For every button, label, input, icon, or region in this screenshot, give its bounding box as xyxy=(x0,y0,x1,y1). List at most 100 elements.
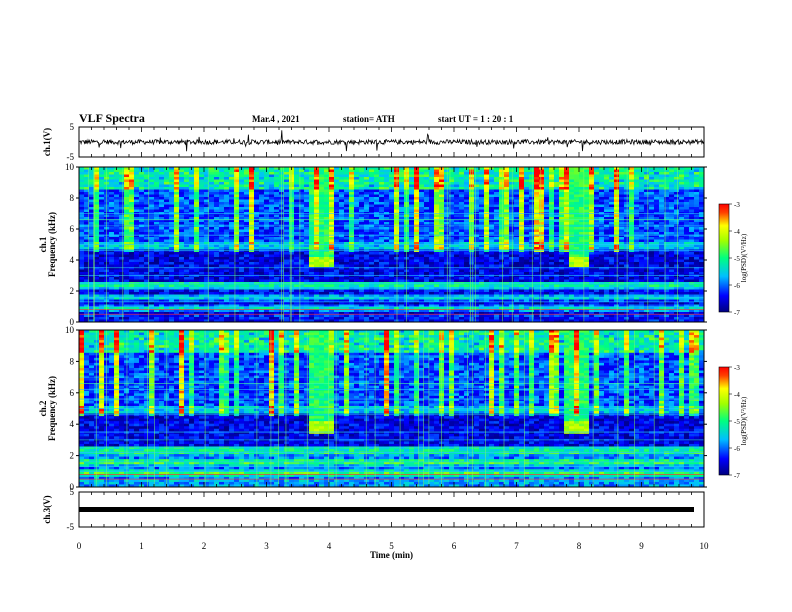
spectrogram-cell xyxy=(619,257,625,260)
spectrogram-cell xyxy=(419,192,425,195)
spectrogram-cell xyxy=(489,169,495,173)
spectrogram-cell xyxy=(414,222,420,225)
spectrogram-cell xyxy=(514,229,520,233)
spectrogram-cell xyxy=(644,232,650,235)
spectrogram-cell xyxy=(559,202,565,205)
spectrogram-cell xyxy=(654,257,660,260)
spectrogram-cell xyxy=(659,232,665,235)
spectrogram-cell xyxy=(114,237,120,240)
spectrogram-cell xyxy=(224,174,230,178)
spectrogram-cell xyxy=(639,179,645,183)
spectrogram-cell xyxy=(389,207,395,210)
spectrogram-cell xyxy=(364,242,370,245)
spectrogram-cell xyxy=(634,229,640,233)
spectrogram-cell xyxy=(304,237,310,240)
spectrogram-cell xyxy=(624,199,630,203)
spectrogram-cell xyxy=(359,209,365,213)
spectrogram-cell xyxy=(184,232,190,235)
spectrogram-cell xyxy=(564,209,570,213)
spectrogram-cell xyxy=(579,239,585,243)
spectrogram-cell xyxy=(214,232,220,235)
spectrogram-cell xyxy=(684,209,690,213)
spectrogram-cell xyxy=(459,247,465,250)
spectrogram-cell xyxy=(229,252,235,255)
spectrogram-cell xyxy=(504,227,510,230)
spectrogram-cell xyxy=(274,247,280,250)
spectrogram-cell xyxy=(284,184,290,188)
spectrogram-cell xyxy=(584,209,590,213)
spectrogram-cell xyxy=(244,177,250,180)
spectrogram-cell xyxy=(369,207,375,210)
spectrogram-cell xyxy=(409,229,415,233)
spectrogram-cell xyxy=(479,204,485,208)
spectrogram-cell xyxy=(154,202,160,205)
spectrogram-cell xyxy=(194,247,200,250)
spectrogram-cell xyxy=(239,169,245,173)
spectrogram-cell xyxy=(549,257,555,260)
spectrogram-cell xyxy=(119,242,125,245)
spectrogram-cell xyxy=(189,227,195,230)
spectrogram-cell xyxy=(144,237,150,240)
spectrogram-cell xyxy=(99,234,105,238)
spectrogram-cell xyxy=(84,262,90,265)
spectrogram-cell xyxy=(359,177,365,180)
spectrogram-cell xyxy=(594,252,600,255)
spectrogram-cell xyxy=(134,264,140,268)
spectrogram-cell xyxy=(599,214,605,218)
spectrogram-cell xyxy=(429,172,435,175)
spectrogram-cell xyxy=(449,219,455,223)
spectrogram-cell xyxy=(589,229,595,233)
spectrogram-cell xyxy=(624,262,630,265)
spectrogram-cell xyxy=(584,177,590,180)
spectrogram-cell xyxy=(324,172,330,175)
spectrogram-cell xyxy=(579,182,585,185)
spectrogram-cell xyxy=(89,217,95,220)
spectrogram-cell xyxy=(79,234,85,238)
spectrogram-cell xyxy=(109,167,115,170)
spectrogram-cell xyxy=(229,229,235,233)
spectrogram-cell xyxy=(179,189,185,193)
spectrogram-cell xyxy=(534,192,540,195)
spectrogram-cell xyxy=(169,177,175,180)
spectrogram-cell xyxy=(89,204,95,208)
spectrogram-cell xyxy=(324,242,330,245)
spectrogram-cell xyxy=(424,239,430,243)
spectrogram-cell xyxy=(174,222,180,225)
spectrogram-cell xyxy=(399,232,405,235)
spectrogram-cell xyxy=(174,229,180,233)
spectrogram-cell xyxy=(539,182,545,185)
spectrogram-cell xyxy=(219,264,225,268)
spectrogram-cell xyxy=(219,209,225,213)
spectrogram-cell xyxy=(359,262,365,265)
spectrogram-cell xyxy=(584,232,590,235)
spectrogram-cell xyxy=(359,194,365,198)
spectrogram-cell xyxy=(399,194,405,198)
spectrogram-cell xyxy=(169,179,175,183)
spectrogram-cell xyxy=(494,219,500,223)
spectrogram-cell xyxy=(454,262,460,265)
spectrogram-cell xyxy=(79,209,85,213)
spectrogram-cell xyxy=(384,254,390,258)
spectrogram-cell xyxy=(314,187,320,190)
spectrogram-cell xyxy=(319,204,325,208)
spectrogram-cell xyxy=(514,172,520,175)
spectrogram-cell xyxy=(469,257,475,260)
spectrogram-cell xyxy=(139,232,145,235)
spectrogram-cell xyxy=(199,184,205,188)
spectrogram-cell xyxy=(449,204,455,208)
spectrogram-cell xyxy=(489,262,495,265)
spectrogram-cell xyxy=(319,217,325,220)
spectrogram-cell xyxy=(669,202,675,205)
spectrogram-cell xyxy=(109,239,115,243)
spectrogram-cell xyxy=(99,247,105,250)
spectrogram-cell xyxy=(384,197,390,200)
spectrogram-cell xyxy=(314,262,320,265)
spectrogram-cell xyxy=(614,202,620,205)
spectrogram-cell xyxy=(84,232,90,235)
spectrogram-cell xyxy=(224,177,230,180)
spectrogram-cell xyxy=(249,167,255,170)
spectrogram-cell xyxy=(334,259,340,263)
spectrogram-cell xyxy=(659,174,665,178)
spectrogram-cell xyxy=(609,199,615,203)
spectrogram-cell xyxy=(659,209,665,213)
